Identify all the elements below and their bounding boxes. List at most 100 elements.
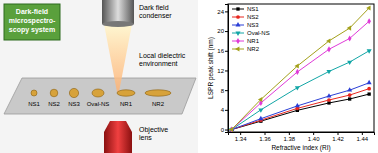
legend-marker [236,7,239,10]
condenser-label: Dark field [139,4,169,11]
series-line [232,51,369,130]
marker [367,92,370,95]
tick-label: 1.38 [283,136,295,142]
tick: 1.36 [259,132,271,142]
chart: 1.34 1.36 1.38 1.40 1.42 1.44 0 4 8 12 16 20 24 Refra… [207,4,375,152]
y-axis-title: LSPR peak shift (nm) [207,37,215,99]
marker [367,80,372,84]
marker [327,98,331,102]
series-line [232,89,369,130]
marker [327,46,331,52]
marker [347,26,351,31]
particle-label: NR2 [152,101,165,107]
legend-marker [236,38,240,44]
particle [117,90,135,96]
legend-marker [235,22,240,26]
marker [294,64,298,69]
marker [367,18,371,24]
legend-label: NS3 [247,22,259,28]
legend: NS1 NS2 NS3 Oval-NS NR1 NR2 [232,6,270,52]
condenser-rim [102,21,134,27]
tick: 12 [217,68,228,74]
tick-label: 24 [217,9,224,15]
tick-label: 1.42 [332,136,344,142]
tick: 24 [217,9,228,15]
condenser-label: condenser [139,12,172,19]
marker [258,97,262,102]
legend-label: NR1 [247,38,260,44]
particle [31,90,37,96]
objective-label: Objective [139,126,168,134]
series-line [232,94,369,129]
marker [295,86,300,90]
tick: 1.44 [356,132,368,142]
tick-label: 20 [217,28,224,34]
tick: 4 [221,107,228,113]
tick: 16 [217,48,228,54]
marker [348,93,352,97]
series-line [232,83,369,130]
marker [367,49,372,53]
marker [366,5,370,10]
y-axis: 0 4 8 12 16 20 24 [217,5,228,133]
particle [69,88,78,97]
tick-label: 12 [217,68,224,74]
particle [145,90,171,96]
legend-marker [236,15,240,19]
diagram: Dark-field microspectro-scopy system Dark … [0,0,198,153]
marker [258,108,263,112]
plot-frame [228,4,374,132]
tick: 1.40 [308,132,320,142]
tick: 1.34 [235,132,247,142]
system-label: microspectro- [9,17,56,25]
tick: 0 [221,127,228,133]
tick: 8 [221,88,228,94]
marker [326,38,330,43]
legend-label: NS1 [247,6,259,12]
particle-label: NS3 [68,101,80,107]
legend-marker [235,46,239,51]
marker [229,127,233,132]
condenser [102,0,134,24]
particle-label: NS2 [48,101,60,107]
marker [258,116,263,120]
tick-label: 16 [217,48,224,54]
series-line [232,8,369,130]
particle [92,89,104,97]
particle-label: NS1 [28,101,40,107]
tick: 1.42 [332,132,344,142]
marker [348,97,351,100]
light-beam [104,24,132,92]
tick-label: 1.36 [259,136,271,142]
system-label: scopy system [9,26,55,34]
background [0,0,198,153]
tick-label: 0 [221,127,225,133]
marker [367,87,371,91]
objective-label: lens [139,134,152,141]
x-axis: 1.34 1.36 1.38 1.40 1.42 1.44 [229,132,375,142]
legend-label: Oval-NS [247,30,270,36]
data-layer [229,5,372,132]
tick: 1.38 [283,132,295,142]
marker [326,93,331,97]
marker [347,61,352,65]
system-box [4,4,60,40]
marker [347,87,352,91]
system-label: Dark-field [16,8,48,15]
tick-label: 8 [221,88,225,94]
tick-label: 1.44 [356,136,368,142]
objective-lens [104,121,132,153]
tick-label: 4 [221,107,225,113]
particle-label: NR1 [120,101,133,107]
axis-line [229,133,375,136]
x-axis-title: Refractive index (RI) [271,144,330,152]
environment-label: environment [139,60,178,67]
marker [296,69,300,75]
tick-label: 1.34 [235,136,247,142]
legend-marker [235,32,240,36]
particle [50,89,58,97]
marker [326,70,331,74]
marker [295,103,300,107]
legend-label: NR2 [247,46,260,52]
legend-label: NS2 [247,14,259,20]
